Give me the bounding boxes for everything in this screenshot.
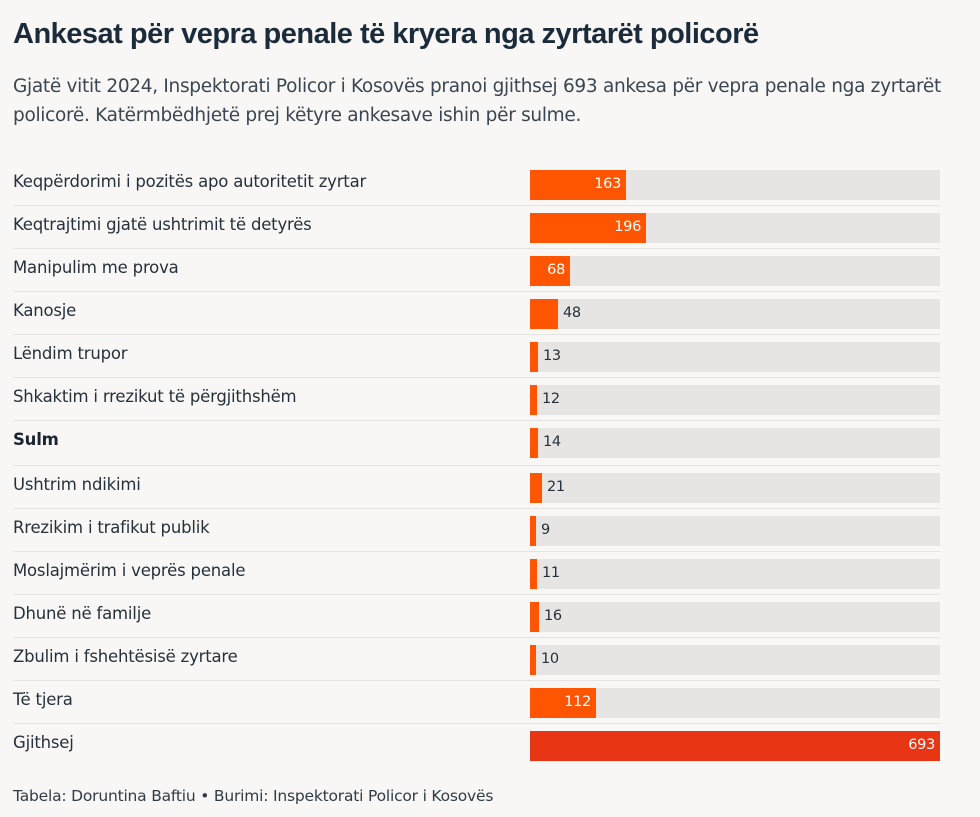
table-row: Lëndim trupor 13 (13, 335, 940, 378)
bar-value-label: 14 (543, 434, 561, 450)
bar-value-label: 16 (544, 608, 562, 624)
table-row: Shkaktim i rrezikut të përgjithshëm 12 (13, 378, 940, 421)
bar (530, 385, 537, 415)
row-label: Ushtrim ndikimi (13, 475, 141, 494)
row-label: Keqpërdorimi i pozitës apo autoritetit z… (13, 172, 367, 191)
bar-value-label: 693 (908, 737, 935, 753)
bar (530, 516, 536, 546)
bar-track: 13 (530, 342, 940, 372)
total-row: Gjithsej 693 (13, 724, 940, 766)
bar-track: 163 (530, 170, 940, 200)
table-row: Keqtrajtimi gjatë ushtrimit të detyrës 19… (13, 206, 940, 249)
bar-track: 10 (530, 645, 940, 675)
bar (530, 645, 536, 675)
bar (530, 688, 596, 718)
bar-value-label: 12 (542, 391, 560, 407)
row-label: Sulm (13, 430, 59, 449)
bar-track: 12 (530, 385, 940, 415)
table-row: Moslajmërim i veprës penale 11 (13, 552, 940, 595)
row-label: Të tjera (13, 690, 73, 709)
table-row: Keqpërdorimi i pozitës apo autoritetit z… (13, 163, 940, 206)
row-label: Gjithsej (13, 733, 74, 752)
bar-track: 48 (530, 299, 940, 329)
table-row: Zbulim i fshehtësisë zyrtare 10 (13, 638, 940, 681)
bar (530, 256, 570, 286)
bar-value-label: 10 (541, 651, 559, 667)
row-label: Dhunë në familje (13, 604, 152, 623)
row-label: Rrezikim i trafikut publik (13, 518, 210, 537)
bar-value-label: 163 (594, 176, 621, 192)
row-label: Lëndim trupor (13, 344, 128, 363)
table-row: Ushtrim ndikimi 21 (13, 466, 940, 509)
row-label: Manipulim me prova (13, 258, 179, 277)
bar-value-label: 196 (614, 219, 641, 235)
row-label: Keqtrajtimi gjatë ushtrimit të detyrës (13, 215, 312, 234)
table-row: Rrezikim i trafikut publik 9 (13, 509, 940, 552)
bar (530, 342, 538, 372)
source-credit: Tabela: Doruntina Baftiu • Burimi: Inspe… (13, 787, 494, 805)
bar (530, 213, 646, 243)
bar-value-label: 13 (543, 348, 561, 364)
table-row: Sulm 14 (13, 421, 940, 466)
bar-track: 14 (530, 428, 940, 458)
bar-track: 21 (530, 473, 940, 503)
bar (530, 170, 626, 200)
bar-track: 112 (530, 688, 940, 718)
bar-track: 693 (530, 731, 940, 761)
bar-value-label: 112 (564, 694, 591, 710)
bar (530, 299, 558, 329)
row-label: Shkaktim i rrezikut të përgjithshëm (13, 387, 297, 406)
table-row: Kanosje 48 (13, 292, 940, 335)
bar-track: 9 (530, 516, 940, 546)
bar-track: 196 (530, 213, 940, 243)
bar (530, 559, 537, 589)
bar-value-label: 68 (547, 262, 565, 278)
bar-value-label: 9 (541, 522, 550, 538)
bar (530, 602, 539, 632)
bar-track: 68 (530, 256, 940, 286)
row-label: Kanosje (13, 301, 77, 320)
bar-value-label: 21 (547, 479, 565, 495)
bar (530, 473, 542, 503)
table-row: Manipulim me prova 68 (13, 249, 940, 292)
bar-value-label: 48 (563, 305, 581, 321)
bar-value-label: 11 (542, 565, 560, 581)
bar-track: 11 (530, 559, 940, 589)
table-row: Dhunë në familje 16 (13, 595, 940, 638)
bar-track: 16 (530, 602, 940, 632)
row-label: Zbulim i fshehtësisë zyrtare (13, 647, 238, 666)
total-bar (530, 731, 940, 761)
row-label: Moslajmërim i veprës penale (13, 561, 246, 580)
bar-table: Keqpërdorimi i pozitës apo autoritetit z… (13, 163, 940, 766)
chart-title: Ankesat për vepra penale të kryera nga z… (13, 18, 759, 50)
chart-subtitle: Gjatë vitit 2024, Inspektorati Policor i… (13, 76, 941, 126)
table-row: Të tjera 112 (13, 681, 940, 724)
bar (530, 428, 538, 458)
